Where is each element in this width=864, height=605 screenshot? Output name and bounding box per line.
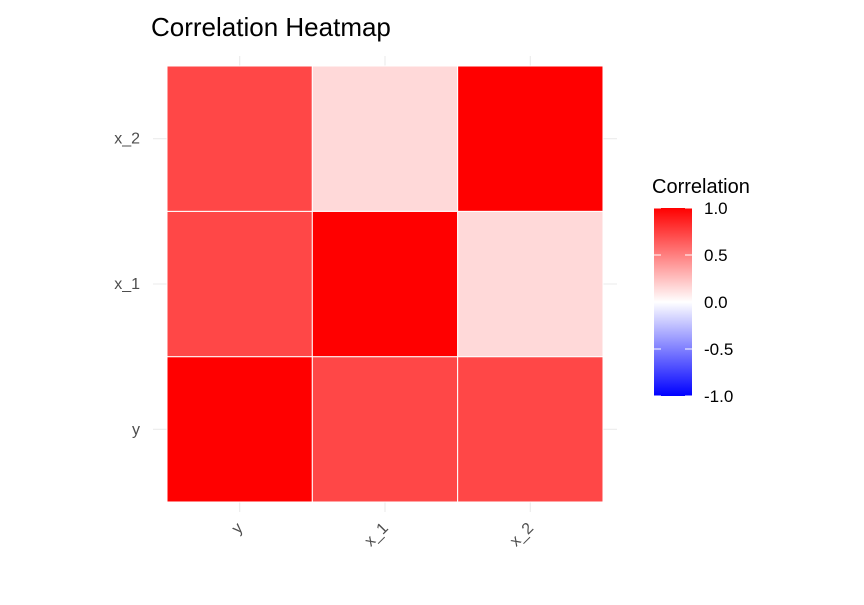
x-tick-label: x_2 [507, 520, 537, 550]
x-tick-label: y [229, 520, 247, 538]
heatmap-cell-y-y [166, 356, 313, 503]
legend-tick-label: 0.0 [704, 293, 728, 312]
y-axis-tick-labels: y x_1 x_2 [114, 131, 140, 439]
legend-tick-label: 0.5 [704, 246, 728, 265]
x-tick-label: x_1 [362, 520, 392, 550]
legend-tick-label: -1.0 [704, 387, 733, 406]
y-tick-label: x_1 [114, 276, 140, 293]
color-legend: Correlation 1.0 0.5 0.0 -0.5 -1.0 [652, 176, 750, 406]
heatmap-cell-x_2-x_1 [311, 65, 459, 212]
y-tick-label: y [132, 421, 140, 438]
legend-tick-label: 1.0 [704, 199, 728, 218]
legend-ticks: 1.0 0.5 0.0 -0.5 -1.0 [654, 199, 733, 406]
heatmap-cell-x_1-y [166, 210, 313, 358]
heatmap-cell-x_2-y [166, 65, 313, 212]
heatmap-cell-x_2-x_2 [457, 65, 604, 212]
y-tick-label: x_2 [114, 131, 140, 148]
heatmap-cell-y-x_2 [457, 356, 604, 503]
legend-title: Correlation [652, 176, 750, 198]
heatmap-cell-x_1-x_2 [457, 210, 604, 358]
heatmap-cells [166, 65, 604, 503]
legend-tick-label: -0.5 [704, 340, 733, 359]
chart-title: Correlation Heatmap [151, 12, 391, 42]
x-axis-tick-labels: y x_1 x_2 [229, 520, 537, 550]
heatmap-cell-y-x_1 [311, 356, 459, 503]
heatmap-cell-x_1-x_1 [311, 210, 459, 358]
